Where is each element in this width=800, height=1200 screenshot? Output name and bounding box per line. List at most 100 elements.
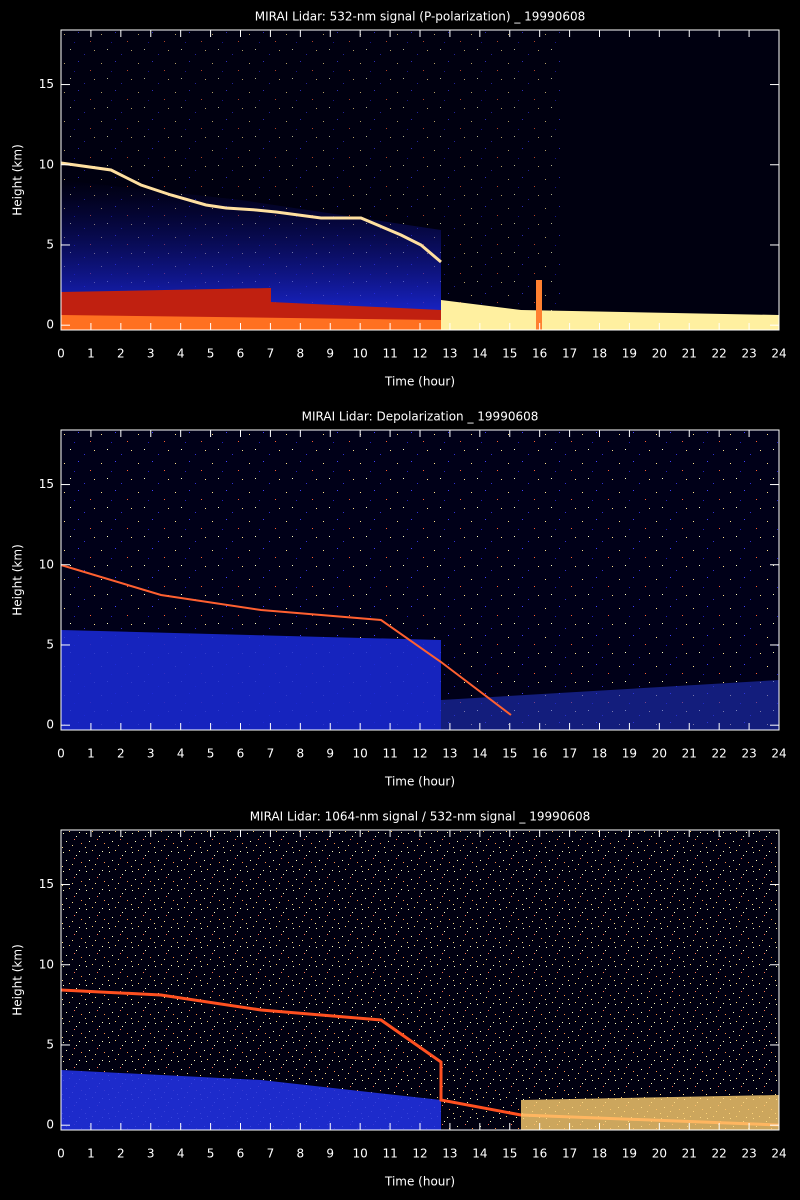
x-tick-label: 0 <box>57 347 65 361</box>
x-tick-label: 21 <box>682 747 697 761</box>
x-tick-label: 22 <box>712 1147 727 1161</box>
x-tick-label: 9 <box>326 347 334 361</box>
x-tick-label: 0 <box>57 747 65 761</box>
image-panel-2 <box>60 430 779 730</box>
y-tick-label: 10 <box>39 557 54 571</box>
x-tick-label: 7 <box>267 747 275 761</box>
x-tick-label: 23 <box>741 747 756 761</box>
x-tick-label: 24 <box>771 347 786 361</box>
x-tick-label: 17 <box>562 747 577 761</box>
x-tick-label: 10 <box>353 1147 368 1161</box>
x-tick-label: 24 <box>771 1147 786 1161</box>
x-tick-label: 6 <box>237 1147 245 1161</box>
x-tick-label: 4 <box>177 1147 185 1161</box>
chart-title: MIRAI Lidar: 532-nm signal (P-polarizati… <box>255 10 585 24</box>
x-tick-label: 17 <box>562 1147 577 1161</box>
x-tick-label: 23 <box>741 1147 756 1161</box>
x-tick-label: 1 <box>87 1147 95 1161</box>
x-tick-label: 1 <box>87 747 95 761</box>
y-tick-label: 0 <box>46 1118 54 1132</box>
y-axis-label: Height (km) <box>11 544 25 615</box>
y-tick-label: 15 <box>39 477 54 491</box>
x-tick-label: 8 <box>297 747 305 761</box>
x-tick-label: 11 <box>382 747 397 761</box>
y-tick-label: 10 <box>39 957 54 971</box>
x-tick-label: 11 <box>382 347 397 361</box>
x-tick-label: 12 <box>412 347 427 361</box>
x-tick-label: 13 <box>442 347 457 361</box>
x-tick-label: 2 <box>117 347 125 361</box>
x-tick-label: 22 <box>712 347 727 361</box>
x-tick-label: 6 <box>237 747 245 761</box>
y-tick-label: 0 <box>46 718 54 732</box>
x-tick-label: 21 <box>682 1147 697 1161</box>
y-tick-label: 15 <box>39 77 54 91</box>
x-tick-label: 9 <box>326 747 334 761</box>
x-tick-label: 18 <box>592 1147 607 1161</box>
x-axis-label: Time (hour) <box>384 775 455 789</box>
x-tick-label: 5 <box>207 1147 215 1161</box>
y-tick-label: 0 <box>46 318 54 332</box>
x-tick-label: 13 <box>442 747 457 761</box>
x-tick-label: 20 <box>652 347 667 361</box>
x-tick-label: 19 <box>622 1147 637 1161</box>
image-panel-3 <box>60 830 780 1130</box>
x-tick-label: 14 <box>472 747 487 761</box>
y-axis-label: Height (km) <box>11 944 25 1015</box>
x-tick-label: 10 <box>353 747 368 761</box>
x-tick-label: 3 <box>147 747 155 761</box>
x-tick-label: 20 <box>652 747 667 761</box>
x-tick-label: 15 <box>502 1147 517 1161</box>
x-tick-label: 4 <box>177 347 185 361</box>
x-tick-label: 2 <box>117 747 125 761</box>
x-tick-label: 2 <box>117 1147 125 1161</box>
x-tick-label: 12 <box>412 747 427 761</box>
x-tick-label: 14 <box>472 1147 487 1161</box>
x-tick-label: 0 <box>57 1147 65 1161</box>
x-axis-label: Time (hour) <box>384 1175 455 1189</box>
chart-title: MIRAI Lidar: 1064-nm signal / 532-nm sig… <box>250 810 591 824</box>
x-tick-label: 6 <box>237 347 245 361</box>
x-tick-label: 20 <box>652 1147 667 1161</box>
x-tick-label: 16 <box>532 347 547 361</box>
x-tick-label: 14 <box>472 347 487 361</box>
x-tick-label: 19 <box>622 747 637 761</box>
x-tick-label: 8 <box>297 347 305 361</box>
x-tick-label: 5 <box>207 747 215 761</box>
x-tick-label: 21 <box>682 347 697 361</box>
x-tick-label: 17 <box>562 347 577 361</box>
y-axis-label: Height (km) <box>11 144 25 215</box>
x-tick-label: 8 <box>297 1147 305 1161</box>
x-tick-label: 22 <box>712 747 727 761</box>
x-tick-label: 18 <box>592 347 607 361</box>
x-tick-label: 3 <box>147 347 155 361</box>
x-tick-label: 24 <box>771 747 786 761</box>
x-tick-label: 4 <box>177 747 185 761</box>
y-tick-label: 15 <box>39 877 54 891</box>
y-tick-label: 10 <box>39 157 54 171</box>
x-tick-label: 13 <box>442 1147 457 1161</box>
y-tick-label: 5 <box>46 1037 54 1051</box>
x-tick-label: 15 <box>502 747 517 761</box>
x-tick-label: 10 <box>353 347 368 361</box>
x-tick-label: 19 <box>622 347 637 361</box>
x-tick-label: 1 <box>87 347 95 361</box>
x-tick-label: 5 <box>207 347 215 361</box>
y-tick-label: 5 <box>46 637 54 651</box>
x-tick-label: 16 <box>532 1147 547 1161</box>
x-tick-label: 3 <box>147 1147 155 1161</box>
x-tick-label: 7 <box>267 347 275 361</box>
x-tick-label: 23 <box>741 347 756 361</box>
x-tick-label: 18 <box>592 747 607 761</box>
x-tick-label: 12 <box>412 1147 427 1161</box>
y-tick-label: 5 <box>46 237 54 251</box>
x-tick-label: 11 <box>382 1147 397 1161</box>
x-tick-label: 15 <box>502 347 517 361</box>
chart-title: MIRAI Lidar: Depolarization _ 19990608 <box>302 410 539 424</box>
x-tick-label: 7 <box>267 1147 275 1161</box>
x-tick-label: 16 <box>532 747 547 761</box>
x-tick-label: 9 <box>326 1147 334 1161</box>
x-axis-label: Time (hour) <box>384 375 455 389</box>
image-panel-1 <box>60 30 779 330</box>
